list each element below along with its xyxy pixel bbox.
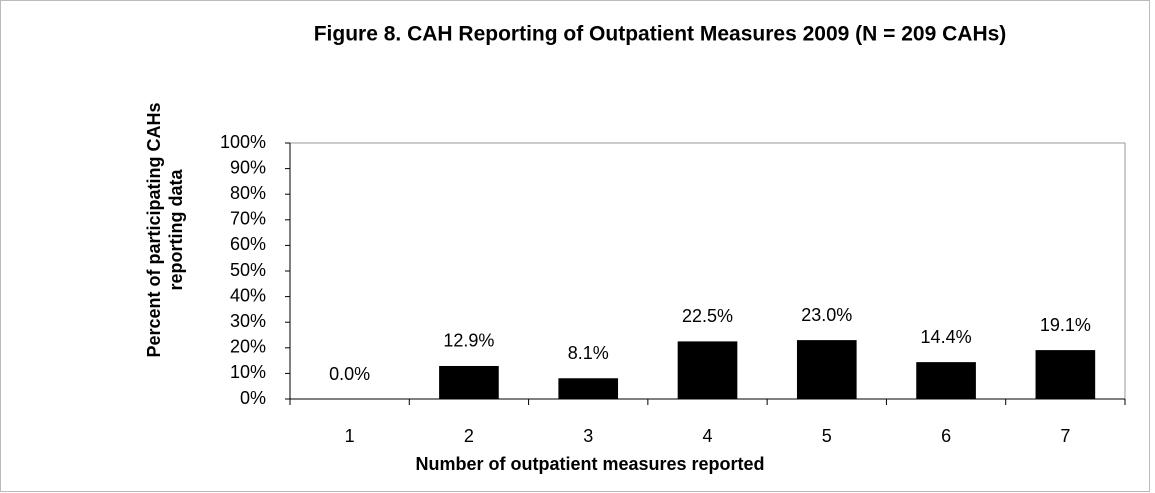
bar (796, 340, 857, 399)
y-tick-label: 60% (230, 234, 266, 254)
value-label: 23.0% (801, 305, 852, 325)
x-tick-label: 3 (583, 426, 593, 446)
y-tick-label: 50% (230, 260, 266, 280)
x-tick-label: 6 (941, 426, 951, 446)
x-tick-label: 4 (702, 426, 712, 446)
value-label: 14.4% (921, 327, 972, 347)
y-tick-label: 40% (230, 285, 266, 305)
value-label: 0.0% (329, 364, 370, 384)
y-tick-label: 100% (220, 132, 266, 152)
y-tick-label: 80% (230, 183, 266, 203)
value-label: 19.1% (1040, 315, 1091, 335)
x-tick-label: 2 (464, 426, 474, 446)
value-label: 22.5% (682, 306, 733, 326)
y-tick-label: 10% (230, 362, 266, 382)
x-tick-label: 7 (1060, 426, 1070, 446)
chart-title: Figure 8. CAH Reporting of Outpatient Me… (314, 23, 1007, 46)
y-tick-label: 20% (230, 337, 266, 357)
bar (1035, 350, 1096, 399)
bar (677, 341, 738, 399)
bar (439, 365, 499, 399)
y-tick-label: 90% (230, 157, 266, 177)
bar (558, 378, 619, 399)
y-tick-label: 0% (240, 388, 266, 408)
bar (916, 362, 976, 399)
y-axis-title-line: Percent of participating CAHs (144, 102, 164, 357)
y-tick-label: 70% (230, 209, 266, 229)
y-axis-title: Percent of participating CAHs reporting … (144, 102, 186, 357)
y-axis-title-line: reporting data (166, 169, 186, 291)
y-tick-label: 30% (230, 311, 266, 331)
x-tick-label: 5 (822, 426, 832, 446)
value-label: 8.1% (568, 343, 609, 363)
x-tick-label: 1 (345, 426, 355, 446)
value-label: 12.9% (443, 331, 494, 351)
x-axis-title: Number of outpatient measures reported (415, 454, 764, 474)
